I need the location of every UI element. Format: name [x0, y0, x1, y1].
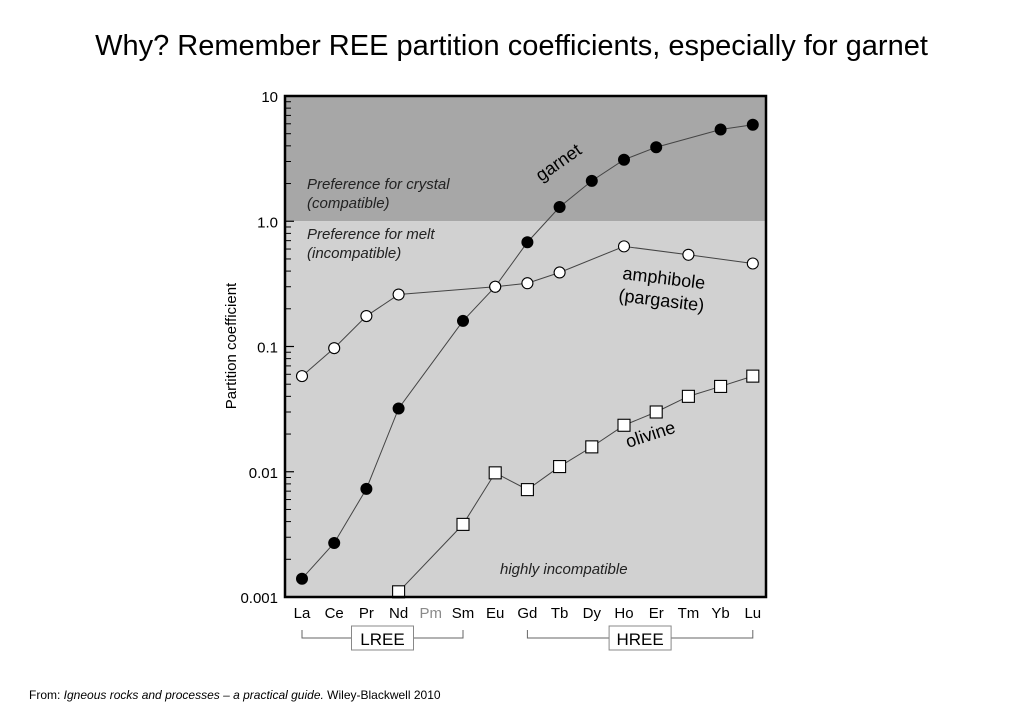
x-tick-label: Eu — [486, 605, 504, 622]
data-point-garnet — [328, 536, 341, 549]
data-point-garnet — [521, 236, 534, 249]
data-point-amphibole — [553, 266, 566, 279]
data-point-olivine — [553, 460, 567, 474]
data-point-amphibole — [521, 277, 534, 290]
x-tick-label: Tm — [678, 605, 700, 622]
data-point-amphibole — [295, 370, 309, 383]
data-point-olivine — [681, 389, 695, 403]
plot-frame — [283, 94, 768, 599]
citation-publisher: Wiley-Blackwell 2010 — [323, 688, 441, 702]
data-point-olivine — [649, 405, 663, 419]
y-tick-label: 10 — [261, 89, 278, 106]
data-point-amphibole — [328, 342, 341, 355]
data-point-amphibole — [392, 288, 405, 301]
x-tick-label: Tb — [551, 605, 569, 622]
data-point-olivine — [488, 466, 502, 480]
x-tick-label: Ce — [325, 605, 344, 622]
x-tick-label: Sm — [452, 605, 475, 622]
y-axis-label: Partition coefficient — [223, 282, 240, 409]
annotation-0: highly incompatible — [500, 561, 628, 578]
x-tick-label: Pr — [359, 605, 374, 622]
citation-book: Igneous rocks and processes – a practica… — [63, 688, 324, 702]
region-crystal — [285, 96, 766, 222]
x-tick-label: Nd — [389, 605, 408, 622]
data-point-garnet — [296, 572, 308, 585]
data-point-olivine — [456, 517, 470, 531]
x-tick-label: Dy — [583, 605, 602, 622]
x-tick-label: Yb — [711, 605, 729, 622]
x-tick-label: Ho — [614, 605, 633, 622]
region-label-crystal-0: Preference for crystal — [307, 176, 450, 193]
data-point-olivine — [520, 483, 534, 497]
x-tick-label: Er — [649, 605, 664, 622]
y-tick-label: 0.01 — [249, 465, 278, 482]
x-tick-label: Lu — [744, 605, 761, 622]
data-point-amphibole — [360, 310, 373, 323]
data-point-garnet — [746, 118, 759, 131]
citation: From: Igneous rocks and processes – a pr… — [29, 688, 441, 702]
data-point-olivine — [714, 379, 728, 393]
y-tick-label: 1.0 — [257, 214, 278, 231]
data-point-garnet — [585, 174, 598, 187]
data-point-amphibole — [682, 248, 695, 261]
data-point-garnet — [553, 200, 566, 213]
data-point-garnet — [392, 402, 405, 415]
x-tick-label: La — [294, 605, 311, 622]
y-tick-label: 0.001 — [240, 590, 278, 607]
slide-title: Why? Remember REE partition coefficients… — [95, 30, 928, 62]
data-point-garnet — [714, 123, 727, 136]
data-point-amphibole — [746, 257, 759, 270]
data-point-amphibole — [489, 280, 502, 293]
group-label-lree: LREE — [360, 630, 404, 649]
group-label-hree: HREE — [616, 630, 663, 649]
group-box-hree — [608, 625, 672, 651]
data-point-garnet — [360, 482, 373, 495]
region-label-crystal-1: (compatible) — [307, 195, 390, 212]
data-point-olivine — [617, 418, 631, 432]
region-label-melt-1: (incompatible) — [307, 245, 401, 262]
x-tick-label: Pm — [420, 605, 443, 622]
x-tick-label: Gd — [517, 605, 537, 622]
citation-prefix: From: — [29, 688, 64, 702]
data-point-olivine — [585, 440, 599, 454]
y-tick-label: 0.1 — [257, 340, 278, 357]
data-point-garnet — [650, 141, 663, 154]
data-point-garnet — [457, 314, 469, 327]
data-point-garnet — [618, 153, 630, 166]
group-box-lree — [351, 625, 414, 651]
series-line-1 — [301, 245, 753, 377]
data-point-olivine — [746, 369, 760, 383]
data-point-amphibole — [617, 240, 631, 253]
region-label-melt-0: Preference for melt — [307, 226, 435, 243]
